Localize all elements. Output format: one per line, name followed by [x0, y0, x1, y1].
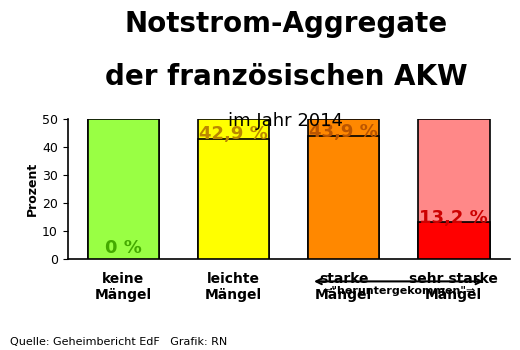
Bar	[308, 136, 380, 259]
Bar	[198, 139, 269, 259]
Text: der französischen AKW: der französischen AKW	[105, 63, 467, 91]
Text: 0 %: 0 %	[105, 239, 142, 257]
Text: Notstrom-Aggregate: Notstrom-Aggregate	[124, 10, 448, 38]
Text: 42,9 %: 42,9 %	[199, 125, 268, 144]
Bar	[308, 119, 380, 259]
Bar	[198, 119, 269, 259]
Text: im Jahr 2014: im Jahr 2014	[228, 112, 344, 130]
Bar	[418, 119, 489, 259]
Bar	[88, 119, 159, 259]
Text: ⇐"heruntergekommen"⇒: ⇐"heruntergekommen"⇒	[322, 286, 475, 296]
Bar	[88, 119, 159, 259]
Text: 13,2 %: 13,2 %	[419, 209, 488, 228]
Text: Quelle: Geheimbericht EdF   Grafik: RN: Quelle: Geheimbericht EdF Grafik: RN	[10, 336, 228, 346]
Text: 43,9 %: 43,9 %	[309, 122, 378, 141]
Bar	[418, 222, 489, 259]
Y-axis label: Prozent: Prozent	[26, 162, 39, 216]
